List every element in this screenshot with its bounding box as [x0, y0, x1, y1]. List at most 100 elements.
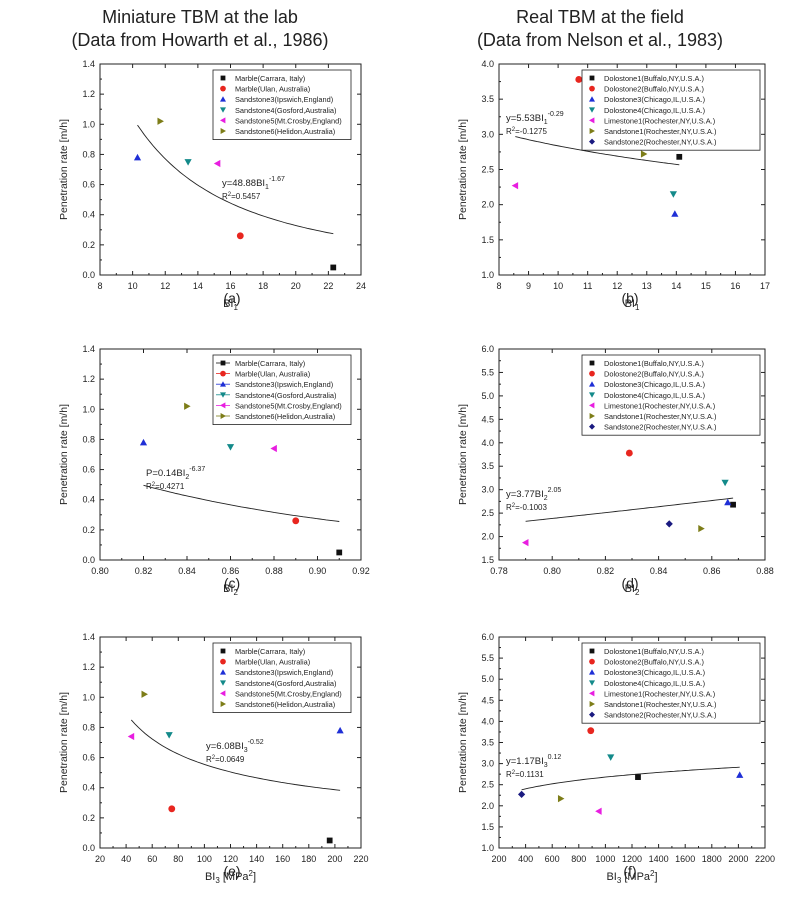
- x-tick-label: 1600: [675, 854, 695, 864]
- x-tick-label: 13: [642, 281, 652, 291]
- x-tick-label: 0.80: [91, 566, 109, 576]
- y-tick-label: 6.0: [481, 632, 494, 642]
- x-tick-label: 1800: [702, 854, 722, 864]
- legend-entry: Dolostone3(Chicago,IL,U.S.A.): [604, 380, 705, 389]
- y-tick-label: 5.0: [481, 674, 494, 684]
- data-point: [270, 444, 277, 453]
- legend-entry: Dolostone2(Buffalo,NY,U.S.A.): [604, 370, 704, 379]
- y-tick-label: 1.2: [82, 89, 95, 99]
- data-point: [226, 444, 235, 451]
- x-tick-label: 16: [225, 281, 235, 291]
- y-tick-label: 2.0: [481, 532, 494, 542]
- y-tick-label: 2.5: [481, 508, 494, 518]
- x-tick-label: 600: [545, 854, 560, 864]
- data-point: [511, 182, 519, 190]
- y-tick-label: 4.0: [481, 59, 494, 69]
- data-point: [168, 805, 176, 813]
- y-tick-label: 2.5: [481, 165, 494, 175]
- y-tick-label: 2.0: [481, 801, 494, 811]
- chart-panel: 0.78 0.80 0.82 0.84 0.86 0.88 1.5 2.0 2.5 3.0 3.5 4…: [457, 344, 774, 597]
- left-header-line2: (Data from Howarth et al., 1986): [71, 30, 329, 50]
- y-tick-label: 4.5: [481, 695, 494, 705]
- chart-panel: 8 10 12 14 16 18 20 22 24 0.0 0.2 0.4 0.6 0.8 1.0 1.2 1.…: [58, 59, 366, 312]
- legend-marker: [589, 392, 595, 398]
- y-tick-label: 3.0: [481, 129, 494, 139]
- y-tick-label: 5.5: [481, 653, 494, 663]
- y-tick-label: 2.5: [481, 780, 494, 790]
- x-tick-label: 0.84: [650, 566, 668, 576]
- legend-entry: Sandstone4(Gosford,Australia): [235, 679, 336, 688]
- legend-entry: Sandstone1(Rochester,NY,U.S.A.): [604, 127, 716, 136]
- power-fit-curve: [525, 497, 734, 522]
- x-axis-label: BI2: [625, 583, 640, 597]
- data-point: [184, 159, 192, 166]
- legend-marker: [589, 680, 595, 686]
- y-axis-label: Penetration rate [m/h]: [457, 692, 469, 793]
- panel-label: (b): [621, 290, 638, 306]
- right-column-header: Real TBM at the field (Data from Nelson …: [420, 6, 780, 52]
- legend-box: [212, 354, 352, 425]
- data-point: [127, 732, 135, 741]
- legend-entry: Dolostone4(Chicago,IL,U.S.A.): [604, 391, 705, 400]
- right-header-line2: (Data from Nelson et al., 1983): [476, 30, 724, 50]
- y-tick-label: 1.0: [82, 119, 95, 129]
- x-tick-label: 14: [193, 281, 203, 291]
- y-tick-label: 0.0: [82, 843, 95, 853]
- legend-entry: Dolostone2(Buffalo,NY,U.S.A.): [604, 85, 704, 94]
- legend-entry: Marble(Ulan, Australia): [235, 85, 310, 94]
- legend-entry: Marble(Ulan, Australia): [235, 370, 310, 379]
- chart-panel: 0.80 0.82 0.84 0.86 0.88 0.90 0.92 0.0 0.2 0.4 0.6…: [58, 344, 370, 597]
- y-tick-label: 0.8: [82, 434, 95, 444]
- data-point: [133, 153, 142, 161]
- legend-marker: [589, 107, 595, 113]
- x-tick-label: 200: [491, 854, 506, 864]
- y-axis-label: Penetration rate [m/h]: [457, 119, 469, 220]
- legend-entry: Sandstone5(Mt.Crosby,England): [235, 401, 342, 410]
- legend-entry: Dolostone2(Buffalo,NY,U.S.A.): [604, 658, 704, 667]
- y-tick-label: 3.5: [481, 738, 494, 748]
- x-tick-label: 12: [612, 281, 622, 291]
- x-tick-label: 8: [97, 281, 102, 291]
- right-header-line1: Real TBM at the field: [516, 7, 684, 27]
- x-tick-label: 140: [249, 854, 264, 864]
- data-point: [721, 479, 729, 487]
- y-tick-label: 0.6: [82, 180, 95, 190]
- legend-marker: [589, 96, 595, 102]
- legend-marker: [220, 669, 226, 675]
- data-point: [587, 727, 595, 735]
- data-point: [213, 159, 221, 168]
- chart-panel: 200 400 600 800 1000 1200 1400 1600 1800 2000 2200…: [457, 632, 775, 885]
- y-tick-label: 4.0: [481, 716, 494, 726]
- fit-equation: y=48.88BI1-1.67: [222, 176, 285, 191]
- legend-entry: Sandstone4(Gosford,Australia): [235, 106, 336, 115]
- legend-marker: [220, 117, 226, 124]
- x-tick-label: 60: [147, 854, 157, 864]
- data-point: [724, 498, 732, 506]
- data-point: [625, 449, 633, 457]
- x-tick-label: 0.78: [490, 566, 508, 576]
- data-point: [575, 76, 583, 83]
- legend-entry: Sandstone4(Gosford,Australia): [235, 391, 336, 400]
- data-point: [336, 726, 344, 734]
- x-tick-label: 20: [291, 281, 301, 291]
- y-tick-label: 3.0: [481, 485, 494, 495]
- data-point: [671, 210, 679, 217]
- fit-r-squared: R2=-0.1275: [506, 127, 547, 136]
- legend-marker: [589, 711, 595, 718]
- legend-entry: Sandstone3(Ipswich,England): [235, 380, 333, 389]
- data-point: [292, 517, 300, 525]
- x-tick-label: 180: [301, 854, 316, 864]
- power-fit-curve: [137, 124, 334, 235]
- legend-marker: [220, 107, 226, 113]
- data-point: [698, 524, 705, 533]
- legend: Dolostone1(Buffalo,NY,U.S.A.) Dolostone2(…: [581, 642, 761, 724]
- legend-marker: [589, 75, 595, 81]
- y-tick-label: 1.4: [82, 344, 95, 354]
- legend-box: [581, 354, 761, 436]
- x-tick-label: 120: [223, 854, 238, 864]
- legend-marker: [589, 648, 595, 654]
- data-point: [518, 790, 526, 799]
- legend-marker: [220, 128, 226, 134]
- y-tick-label: 3.0: [481, 759, 494, 769]
